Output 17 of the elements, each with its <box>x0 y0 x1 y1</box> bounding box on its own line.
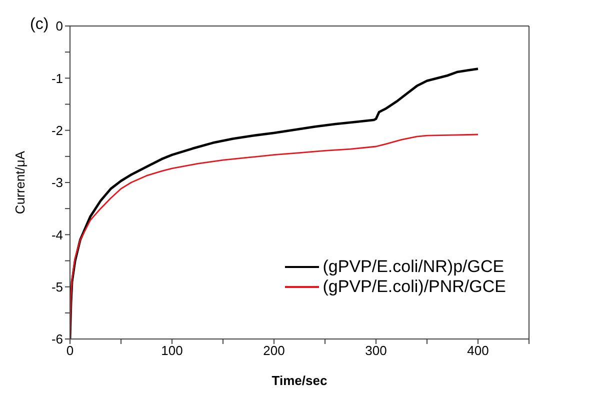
y-axis-title: Current/μA <box>12 150 28 214</box>
legend-label: (gPVP/E.coli)/PNR/GCE <box>322 277 506 297</box>
x-tick-label: 200 <box>263 343 285 358</box>
x-tick-label: 0 <box>66 343 74 358</box>
y-tick-label: -1 <box>51 70 63 86</box>
y-tick-label: -6 <box>51 332 63 347</box>
y-tick-label: -3 <box>51 175 63 190</box>
y-tick-label: -2 <box>51 122 63 138</box>
x-axis-title: Time/sec <box>272 373 328 388</box>
y-tick-label: -5 <box>51 279 63 294</box>
x-tick-label: 400 <box>467 343 489 358</box>
x-tick-label: 100 <box>161 343 183 358</box>
y-tick-label: -4 <box>51 227 63 242</box>
text: (c) <box>30 16 49 34</box>
x-tick-label: 300 <box>365 343 387 358</box>
legend-label: (gPVP/E.coli/NR)p/GCE <box>322 257 504 277</box>
y-tick-label: 0 <box>56 18 63 34</box>
